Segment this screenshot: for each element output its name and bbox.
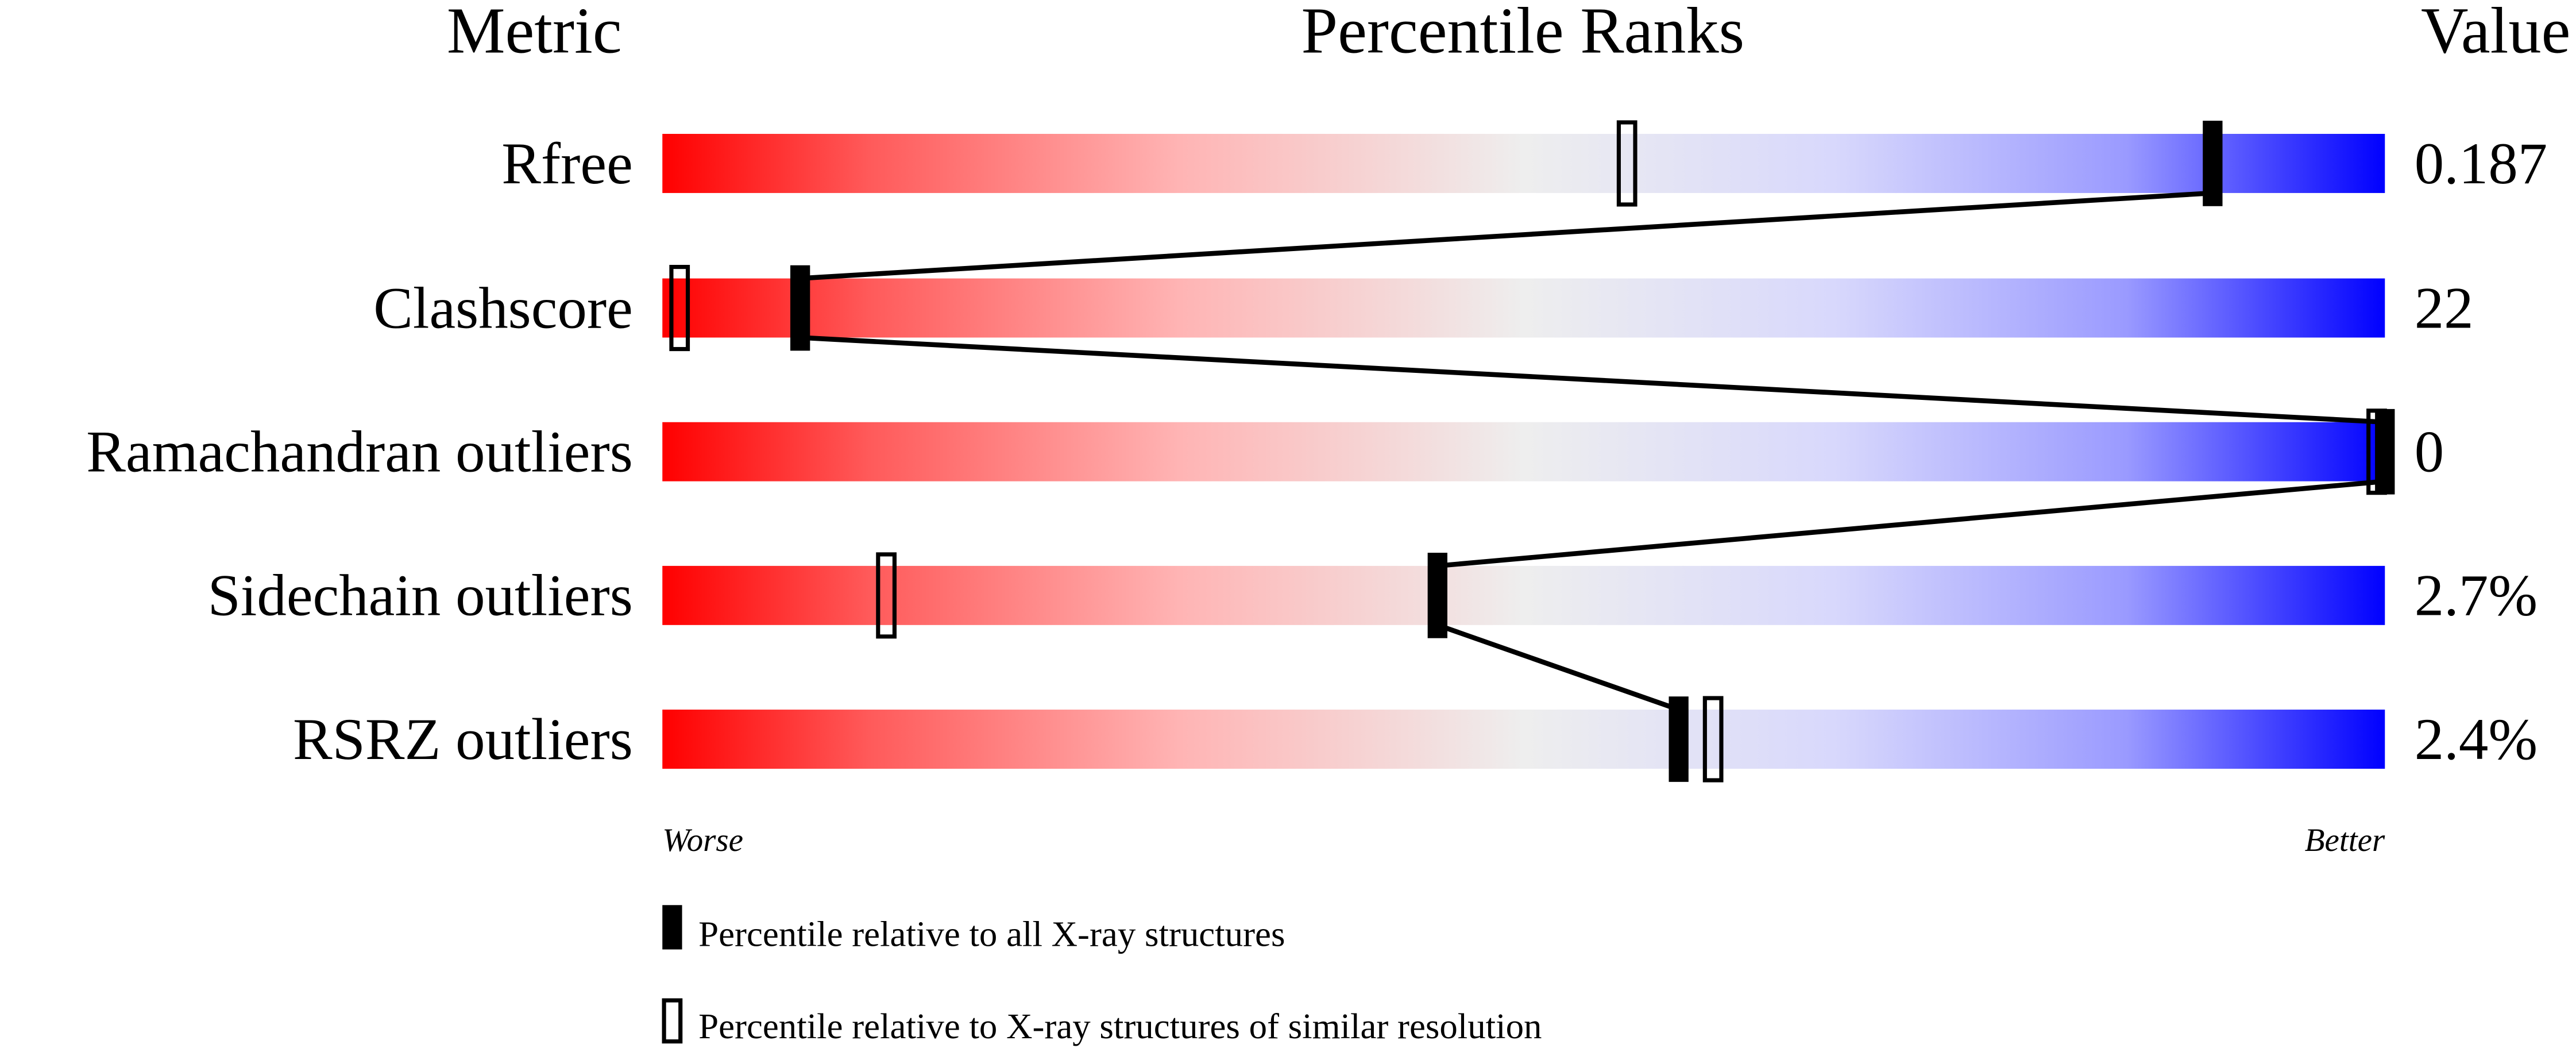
- metric-value: 0.187: [2415, 131, 2548, 196]
- legend-open-marker: [662, 998, 683, 1044]
- connector-line: [800, 335, 2385, 425]
- metric-value: 0: [2415, 419, 2444, 485]
- marker-all-structures: [2375, 409, 2395, 495]
- percentile-bar: [662, 710, 2385, 769]
- marker-all-structures: [790, 265, 810, 351]
- legend-filled-marker: [662, 905, 682, 950]
- header-percentile-ranks: Percentile Ranks: [1301, 0, 1745, 67]
- metric-label: Rfree: [501, 131, 633, 196]
- header-metric: Metric: [447, 0, 622, 67]
- marker-all-structures: [1669, 696, 1689, 782]
- marker-similar-resolution: [669, 265, 690, 352]
- connector-line: [1437, 479, 2385, 569]
- connector-line: [1436, 622, 1680, 712]
- marker-similar-resolution: [1616, 120, 1637, 207]
- metric-label: RSRZ outliers: [293, 707, 633, 772]
- connector-line: [800, 190, 2213, 281]
- marker-similar-resolution: [1702, 696, 1724, 783]
- percentile-bar: [662, 134, 2385, 193]
- metric-value: 2.7%: [2415, 563, 2538, 629]
- percentile-bar: [662, 278, 2385, 338]
- header-value: Value: [2421, 0, 2570, 67]
- better-label: Better: [2305, 822, 2385, 858]
- metric-label: Ramachandran outliers: [86, 419, 633, 485]
- metric-label: Clashscore: [373, 275, 633, 341]
- marker-similar-resolution: [876, 552, 897, 639]
- marker-all-structures: [2203, 121, 2223, 206]
- percentile-bar: [662, 565, 2385, 625]
- marker-all-structures: [1427, 553, 1447, 638]
- worse-label: Worse: [662, 822, 743, 858]
- percentile-bar: [662, 422, 2385, 481]
- metric-label: Sidechain outliers: [208, 563, 633, 629]
- metric-value: 2.4%: [2415, 707, 2538, 772]
- legend-label-similar: Percentile relative to X-ray structures …: [698, 1006, 1542, 1046]
- legend-label-all: Percentile relative to all X-ray structu…: [698, 914, 1285, 954]
- metric-value: 22: [2415, 275, 2474, 341]
